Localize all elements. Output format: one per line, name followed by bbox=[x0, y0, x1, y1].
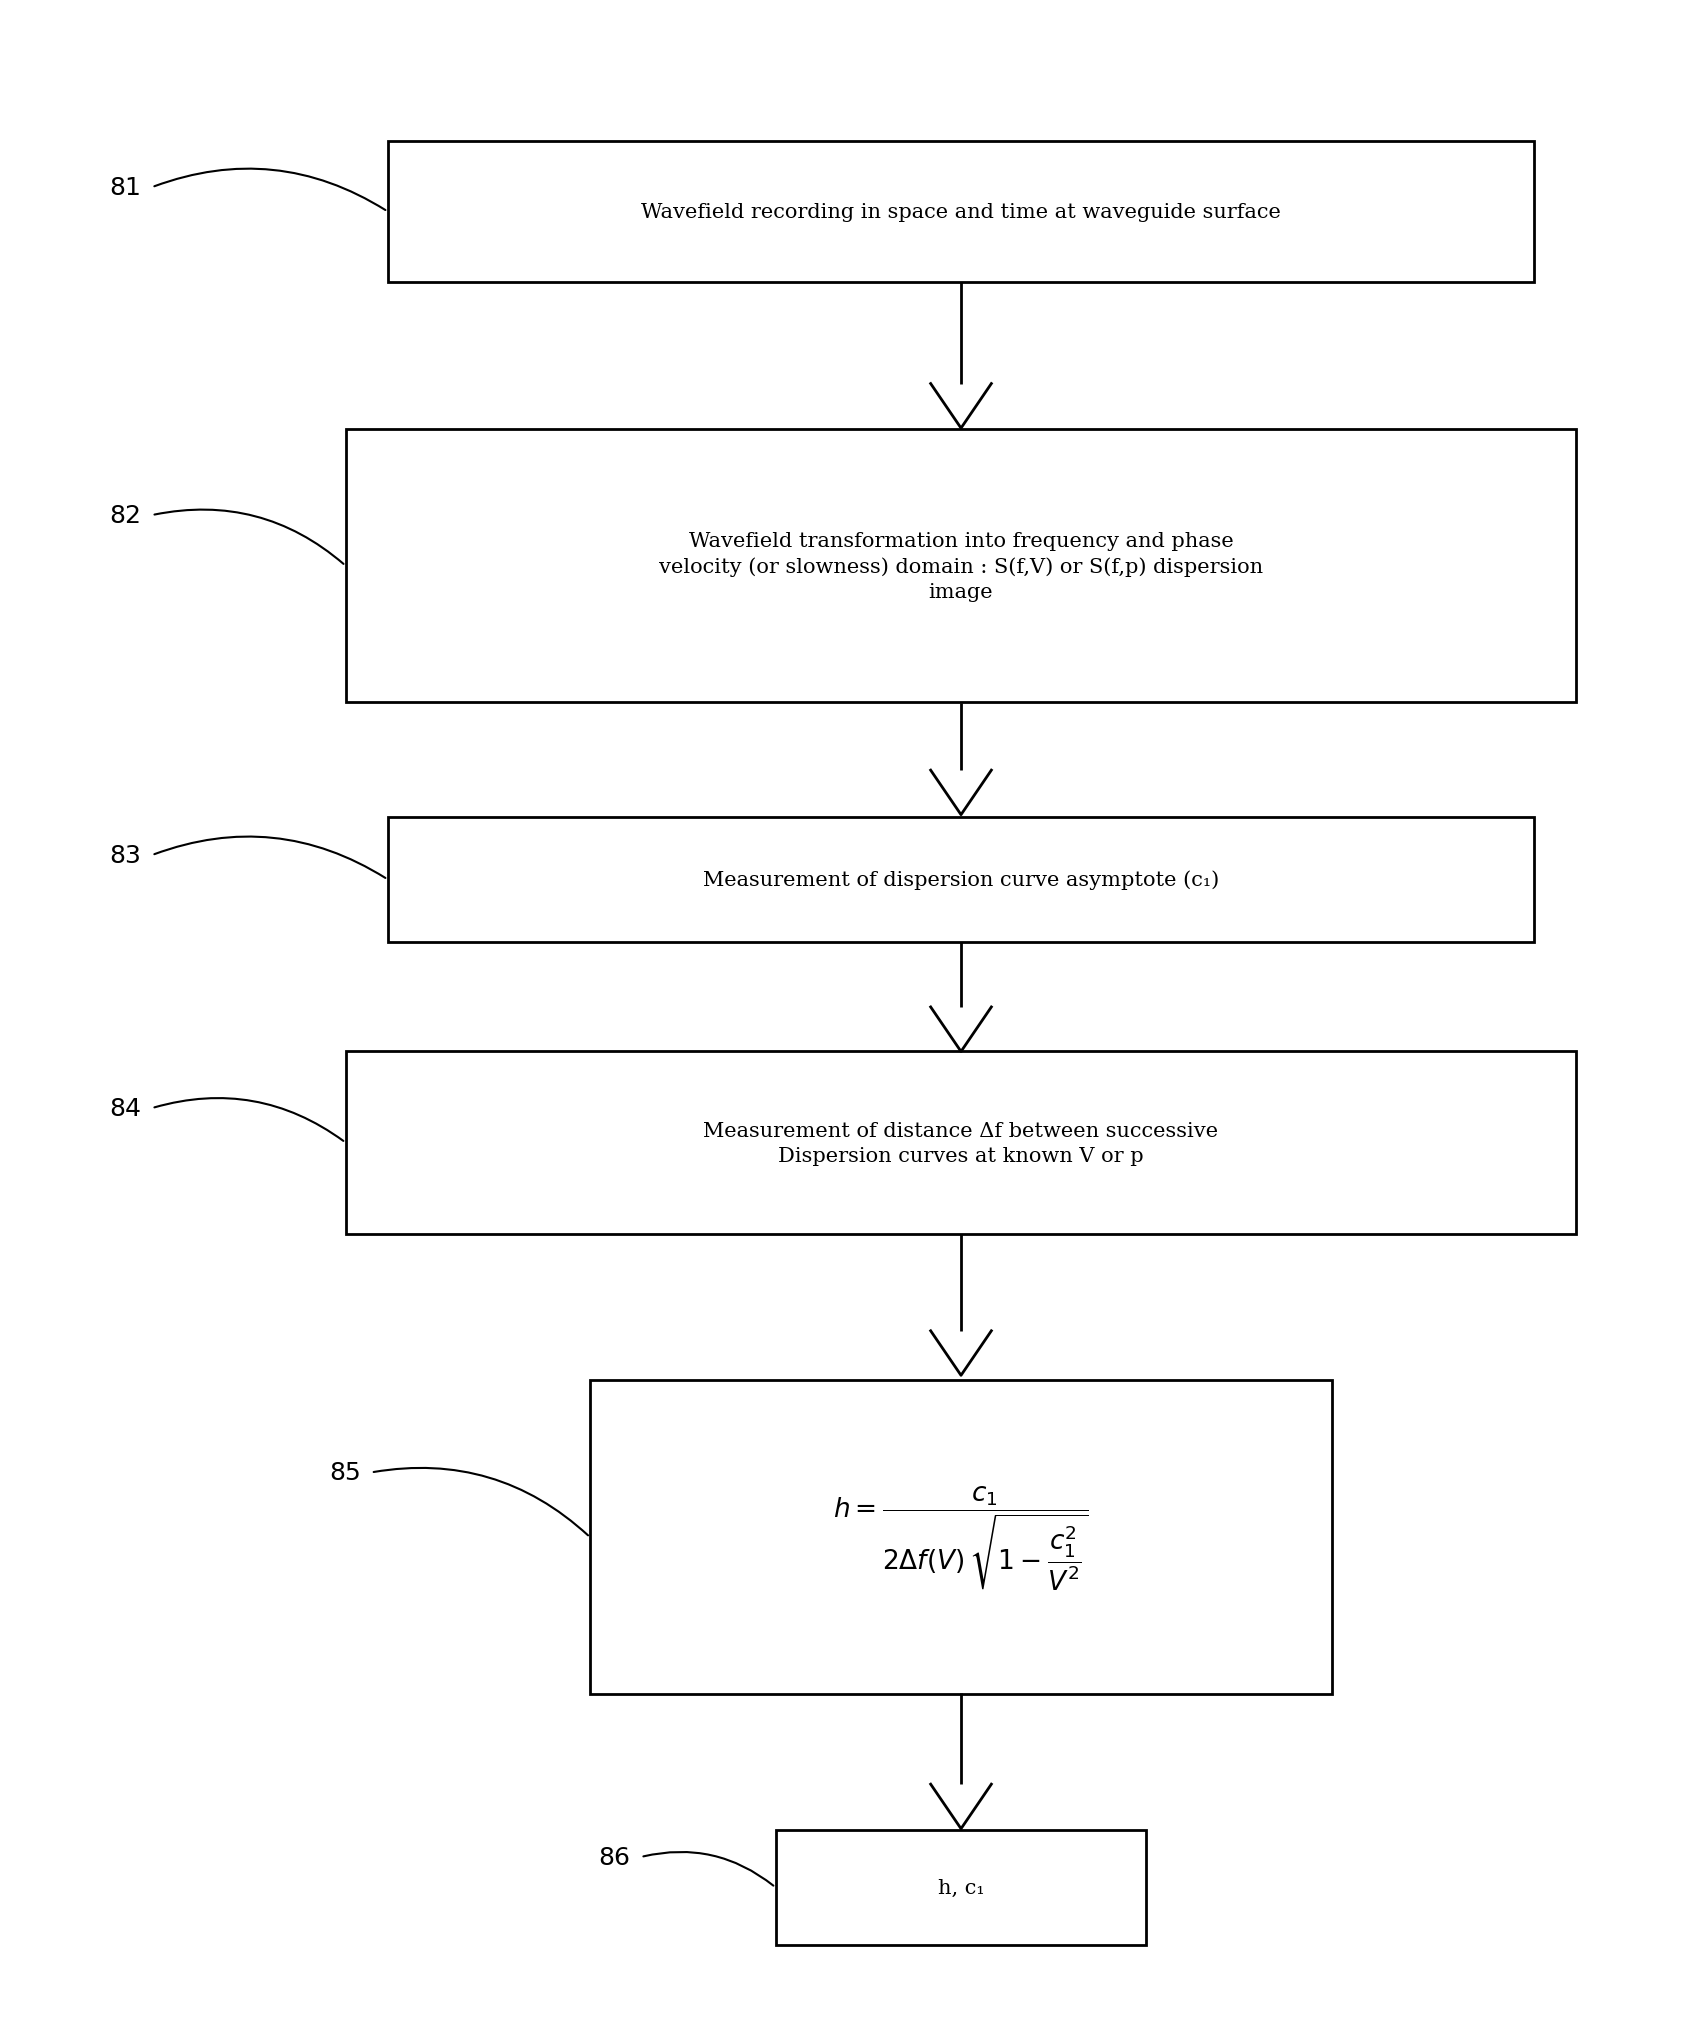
Bar bbox=[590, 1380, 1332, 1695]
Bar bbox=[346, 1052, 1576, 1234]
Text: Wavefield recording in space and time at waveguide surface: Wavefield recording in space and time at… bbox=[641, 202, 1281, 223]
Text: $h = \dfrac{c_1}{2\Delta f(V)\,\sqrt{1 - \dfrac{c_1^2}{V^2}}}$: $h = \dfrac{c_1}{2\Delta f(V)\,\sqrt{1 -… bbox=[833, 1483, 1089, 1592]
Bar bbox=[346, 429, 1576, 702]
Text: Wavefield transformation into frequency and phase
velocity (or slowness) domain : Wavefield transformation into frequency … bbox=[659, 532, 1263, 601]
Text: 83: 83 bbox=[110, 844, 142, 868]
Text: h, c₁: h, c₁ bbox=[937, 1877, 985, 1898]
Bar bbox=[388, 142, 1534, 283]
Text: 81: 81 bbox=[110, 176, 142, 200]
Text: 84: 84 bbox=[110, 1096, 142, 1121]
Text: 85: 85 bbox=[329, 1461, 361, 1485]
Text: 82: 82 bbox=[110, 504, 142, 528]
Text: Measurement of distance Δf between successive
Dispersion curves at known V or p: Measurement of distance Δf between succe… bbox=[703, 1121, 1219, 1165]
Text: Measurement of dispersion curve asymptote (c₁): Measurement of dispersion curve asymptot… bbox=[703, 870, 1219, 890]
Bar bbox=[388, 817, 1534, 943]
Bar bbox=[776, 1829, 1146, 1946]
Text: 86: 86 bbox=[599, 1845, 631, 1869]
